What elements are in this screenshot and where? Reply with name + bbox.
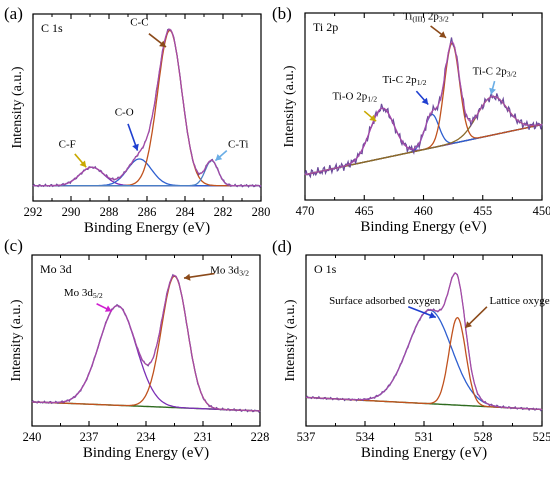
envelope-line xyxy=(31,274,261,412)
peak-fit-curve xyxy=(33,158,261,187)
plot-frame xyxy=(32,13,262,202)
annotation-arrowhead xyxy=(132,143,139,151)
raw-data-line xyxy=(305,272,543,412)
peak-fit-curve xyxy=(306,316,543,411)
annotation-arrowhead xyxy=(184,273,191,281)
peak-fit-curve xyxy=(304,107,543,176)
y-axis-label: Intensity (a.u.) xyxy=(10,66,25,148)
x-tick-label: 284 xyxy=(176,205,196,219)
annotation-arrowhead xyxy=(421,97,429,105)
chart-panel-3: 537 534 531 528 525 Binding Energy (eV) Intens… xyxy=(272,237,550,461)
annotation-arrowhead xyxy=(159,40,166,48)
x-tick-label: 228 xyxy=(251,430,270,444)
x-tick-label: 534 xyxy=(356,430,376,444)
x-tick-label: 231 xyxy=(194,430,213,444)
x-tick-label: 465 xyxy=(355,204,374,218)
peak-annotation: Ti-O 2p1/2 xyxy=(332,90,377,103)
peak-annotation: C-F xyxy=(59,138,76,150)
annotation-arrowhead xyxy=(104,305,112,312)
peak-annotation: Ti-C 2p3/2 xyxy=(473,65,517,78)
x-tick-label: 460 xyxy=(414,204,433,218)
x-tick-label: 525 xyxy=(533,430,550,444)
panel-label: (c) xyxy=(4,236,23,255)
panel-label: (b) xyxy=(272,4,292,23)
peak-annotation: Mo 3d5/2 xyxy=(64,287,103,300)
x-tick-label: 292 xyxy=(24,205,43,219)
peak-annotation: Ti-C 2p1/2 xyxy=(383,74,427,87)
x-tick-label: 282 xyxy=(214,205,233,219)
x-tick-label: 286 xyxy=(138,205,157,219)
x-tick-label: 237 xyxy=(80,430,99,444)
peak-annotation: Mo 3d3/2 xyxy=(210,265,249,278)
y-axis-label: Intensity (a.u.) xyxy=(283,299,298,381)
core-level-title: Ti 2p xyxy=(313,20,338,34)
x-tick-label: 528 xyxy=(474,430,493,444)
peak-annotation: C-O xyxy=(115,107,134,119)
x-tick-label: 280 xyxy=(252,205,271,219)
envelope-line xyxy=(306,272,543,411)
peak-annotation: Lattice oxygen xyxy=(489,295,550,307)
chart-panel-1: 470 465 460 455 450 Binding Energy (eV) Intens… xyxy=(272,4,550,235)
core-level-title: O 1s xyxy=(314,262,337,276)
x-axis-label: Binding Energy (eV) xyxy=(83,445,209,461)
envelope-line xyxy=(33,28,261,187)
annotation-arrowhead xyxy=(369,114,377,122)
peak-fit-curve xyxy=(306,309,543,411)
x-axis-label: Binding Energy (eV) xyxy=(360,219,486,235)
x-tick-label: 537 xyxy=(297,430,316,444)
x-axis-label: Binding Energy (eV) xyxy=(361,445,487,461)
x-tick-label: 531 xyxy=(415,430,434,444)
annotation-arrowhead xyxy=(215,154,223,161)
y-axis-label: Intensity (a.u.) xyxy=(282,65,297,147)
annotation-arrowhead xyxy=(428,311,436,319)
chart-panel-2: 240 237 234 231 228 Binding Energy (eV) Intens… xyxy=(4,236,269,461)
envelope-line xyxy=(304,41,543,176)
x-axis-label: Binding Energy (eV) xyxy=(84,220,210,236)
annotation-arrowhead xyxy=(439,31,446,38)
core-level-title: C 1s xyxy=(41,21,63,35)
plot-frame xyxy=(305,254,543,427)
peak-annotation: Ti(III) 2p3/2 xyxy=(403,10,449,23)
x-tick-label: 234 xyxy=(137,430,157,444)
chart-panel-0: 292 290 288 286 284 282 280 Binding Energy (eV)… xyxy=(4,4,270,236)
x-tick-label: 288 xyxy=(100,205,119,219)
panel-label: (a) xyxy=(4,4,23,23)
x-tick-label: 455 xyxy=(473,204,492,218)
x-tick-label: 450 xyxy=(533,204,550,218)
annotation-arrowhead xyxy=(489,87,496,95)
peak-fit-curve xyxy=(33,29,261,187)
x-tick-label: 240 xyxy=(23,430,42,444)
annotation-arrowhead xyxy=(79,160,87,168)
panel-label: (d) xyxy=(272,237,292,256)
y-axis-label: Intensity (a.u.) xyxy=(9,299,24,381)
annotation-arrowhead xyxy=(465,321,472,328)
x-tick-label: 290 xyxy=(62,205,81,219)
core-level-title: Mo 3d xyxy=(40,262,72,276)
peak-annotation: C-Ti xyxy=(228,138,248,150)
peak-annotation: Surface adsorbed oxygen xyxy=(329,295,441,307)
peak-annotation: C-C xyxy=(130,16,148,28)
x-tick-label: 470 xyxy=(296,204,315,218)
